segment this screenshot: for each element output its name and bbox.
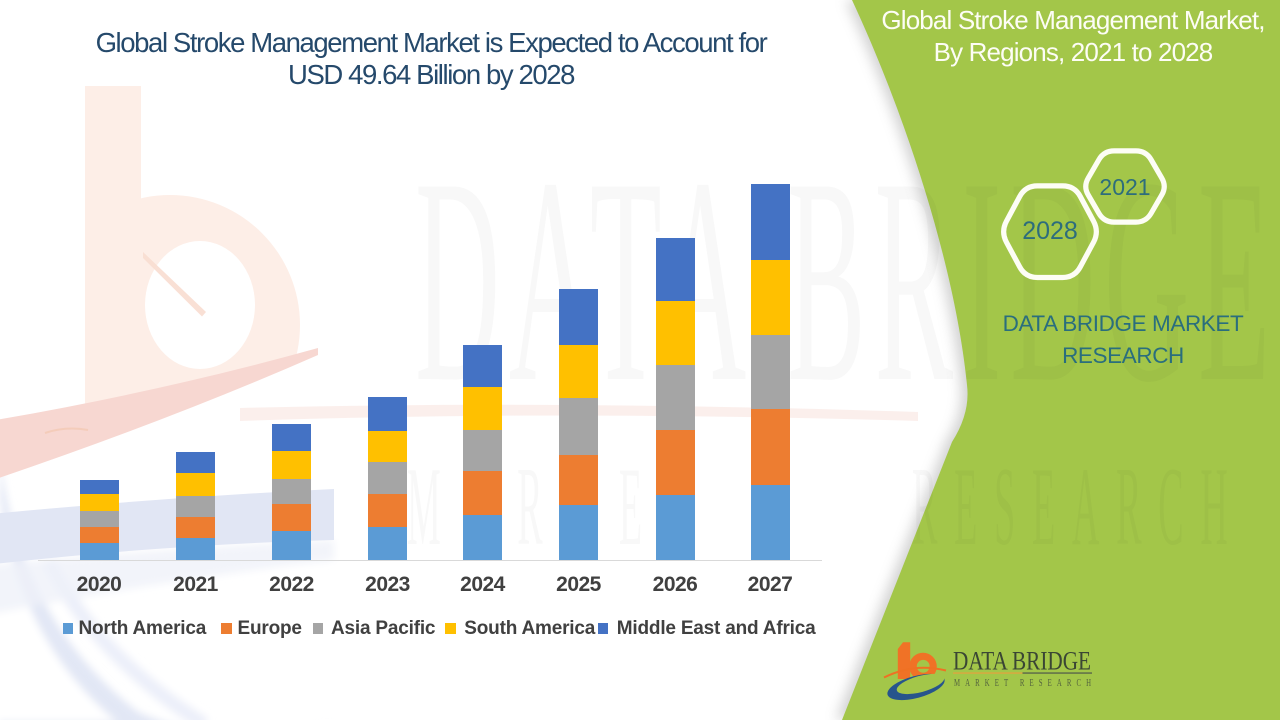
svg-text:DATA BRIDGE: DATA BRIDGE xyxy=(415,118,1270,444)
svg-text:DATA BRIDGE: DATA BRIDGE xyxy=(953,647,1091,676)
svg-text:MARKET RESEARCH: MARKET RESEARCH xyxy=(954,676,1091,688)
svg-text:MARKET: MARKET xyxy=(407,445,690,570)
